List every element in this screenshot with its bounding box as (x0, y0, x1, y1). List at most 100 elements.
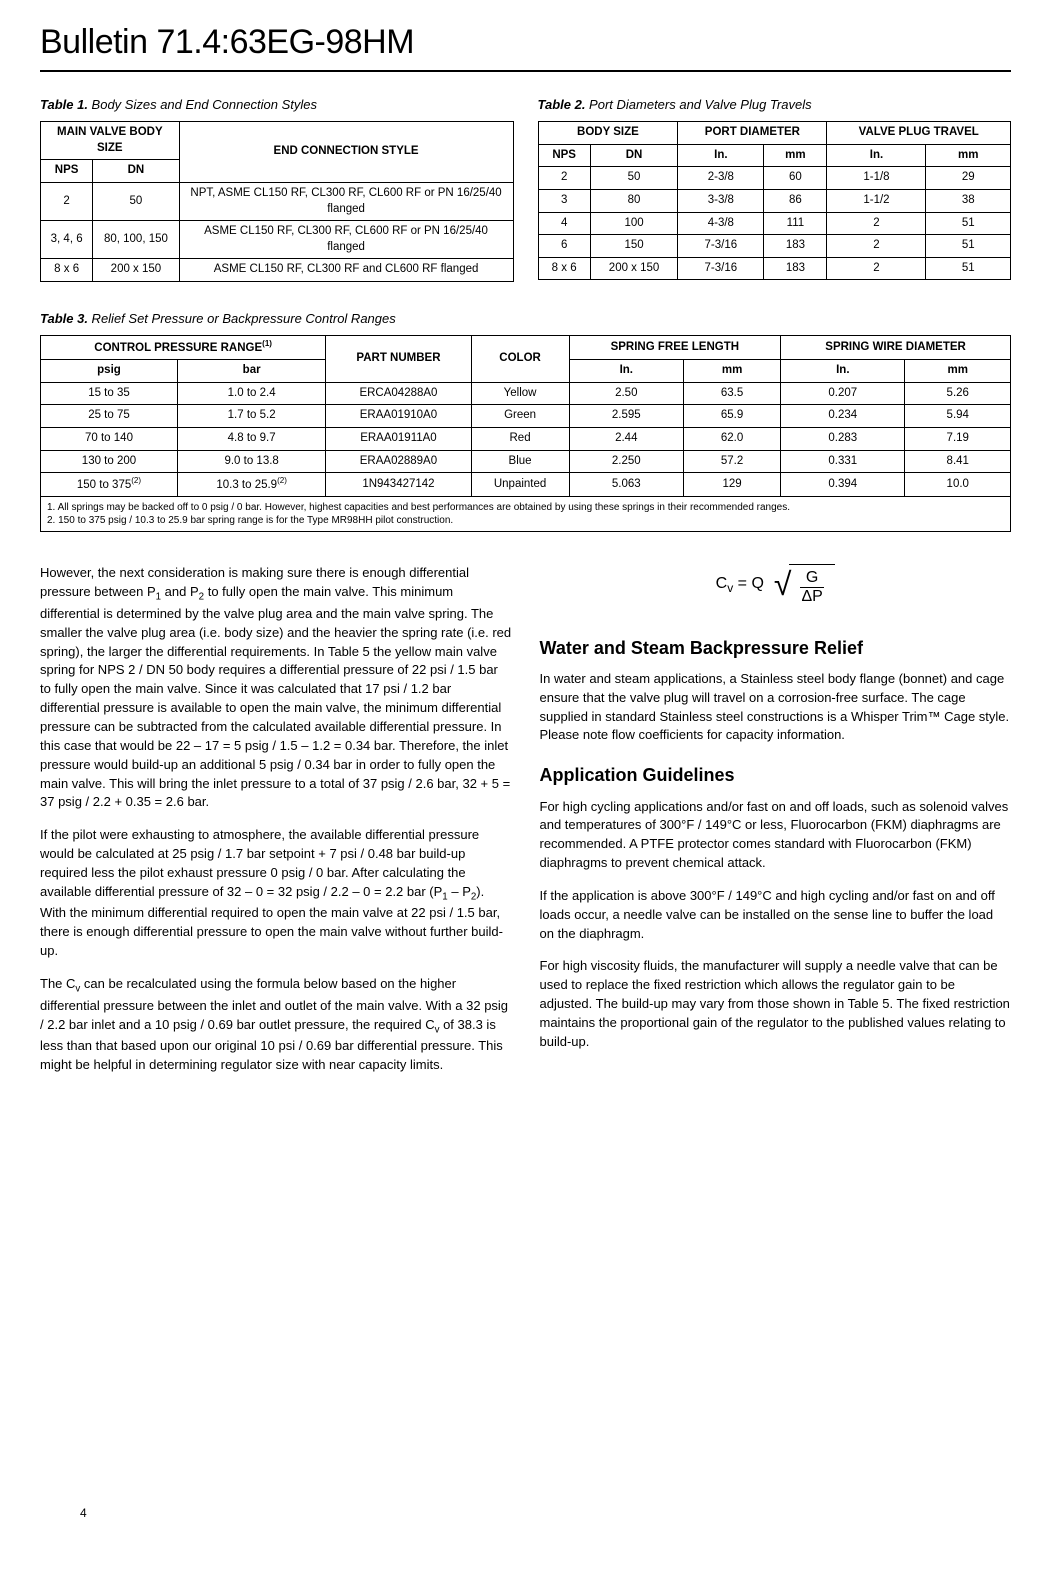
formula-lhs: Cv = Q (716, 573, 764, 596)
fraction-den: ΔP (795, 588, 828, 606)
table1-caption: Table 1. Body Sizes and End Connection S… (40, 96, 514, 114)
table-row: 3, 4, 6 80, 100, 150 ASME CL150 RF, CL30… (41, 221, 514, 259)
cell: 50 (590, 167, 678, 190)
body-water: In water and steam applications, a Stain… (540, 670, 1012, 745)
cell: 10.0 (905, 473, 1011, 497)
body-app-2: If the application is above 300°F / 149°… (540, 887, 1012, 944)
table3-footnote-row: 1. All springs may be backed off to 0 ps… (41, 497, 1011, 532)
table-row: 8 x 6 200 x 150 ASME CL150 RF, CL300 RF … (41, 259, 514, 282)
table2-caption-label: Table 2. (538, 97, 586, 112)
body-p2: If the pilot were exhausting to atmosphe… (40, 826, 512, 961)
cell: 183 (764, 257, 827, 280)
cell: 2.50 (569, 382, 684, 405)
cell: 0.394 (781, 473, 905, 497)
cell: 7.19 (905, 428, 1011, 451)
cell: 80 (590, 189, 678, 212)
cell: 0.207 (781, 382, 905, 405)
table2-header-nps: NPS (538, 144, 590, 167)
cell: 5.94 (905, 405, 1011, 428)
cell: 10.3 to 25.9(2) (177, 473, 325, 497)
body-p3: The Cv can be recalculated using the for… (40, 975, 512, 1075)
fraction: G ΔP (795, 569, 828, 605)
cell: 2 (41, 182, 93, 220)
cell: 4-3/8 (678, 212, 764, 235)
cv-formula: Cv = Q √ G ΔP (540, 564, 1012, 605)
cell: 200 x 150 (590, 257, 678, 280)
sqrt-icon: √ G ΔP (774, 564, 835, 605)
table-row: 15 to 351.0 to 2.4ERCA04288A0Yellow2.506… (41, 382, 1011, 405)
table-row: 130 to 2009.0 to 13.8ERAA02889A0Blue2.25… (41, 450, 1011, 473)
table3: CONTROL PRESSURE RANGE(1) PART NUMBER CO… (40, 335, 1011, 532)
table-row: 41004-3/8111251 (538, 212, 1011, 235)
cell: 63.5 (684, 382, 781, 405)
cell: ASME CL150 RF, CL300 RF, CL600 RF or PN … (179, 221, 513, 259)
cell: ASME CL150 RF, CL300 RF and CL600 RF fla… (179, 259, 513, 282)
table3-caption-label: Table 3. (40, 311, 88, 326)
cell: 80, 100, 150 (93, 221, 179, 259)
footnote-2: 2. 150 to 375 psig / 10.3 to 25.9 bar sp… (47, 515, 453, 526)
table-row: 61507-3/16183251 (538, 235, 1011, 258)
table3-header-in2: In. (781, 360, 905, 383)
cell: 2 (827, 212, 926, 235)
table2-header-body: BODY SIZE (538, 122, 678, 145)
table-row: 150 to 375(2) 10.3 to 25.9(2) 1N94342714… (41, 473, 1011, 497)
body-app-1: For high cycling applications and/or fas… (540, 798, 1012, 873)
body-p1: However, the next consideration is makin… (40, 564, 512, 812)
cell: 60 (764, 167, 827, 190)
table3-header-mm2: mm (905, 360, 1011, 383)
table1: MAIN VALVE BODY SIZE END CONNECTION STYL… (40, 121, 514, 281)
cell: 15 to 35 (41, 382, 178, 405)
body-app-3: For high viscosity fluids, the manufactu… (540, 957, 1012, 1051)
table1-header-end: END CONNECTION STYLE (179, 122, 513, 183)
cell: 129 (684, 473, 781, 497)
cell: 150 to 375(2) (41, 473, 178, 497)
table3-header-wire: SPRING WIRE DIAMETER (781, 336, 1011, 360)
table3-header-part: PART NUMBER (326, 336, 471, 383)
cell: 1N943427142 (326, 473, 471, 497)
cell: 29 (926, 167, 1011, 190)
cell: 9.0 to 13.8 (177, 450, 325, 473)
cell: 1.0 to 2.4 (177, 382, 325, 405)
cell: 51 (926, 257, 1011, 280)
cell: ERAA02889A0 (326, 450, 471, 473)
cell: 0.283 (781, 428, 905, 451)
cell: 100 (590, 212, 678, 235)
table-row: 2 50 NPT, ASME CL150 RF, CL300 RF, CL600… (41, 182, 514, 220)
cell: 111 (764, 212, 827, 235)
cell: 50 (93, 182, 179, 220)
cell: 2.250 (569, 450, 684, 473)
table3-header-control: CONTROL PRESSURE RANGE(1) (41, 336, 326, 360)
table1-header-dn: DN (93, 160, 179, 183)
table3-header-mm: mm (684, 360, 781, 383)
table-row: 25 to 751.7 to 5.2ERAA01910A0Green2.5956… (41, 405, 1011, 428)
cell: 200 x 150 (93, 259, 179, 282)
footnote-1: 1. All springs may be backed off to 0 ps… (47, 502, 790, 513)
table-row: 3803-3/8861-1/238 (538, 189, 1011, 212)
cell: 6 (538, 235, 590, 258)
cell: 5.26 (905, 382, 1011, 405)
table2-header-mm2: mm (926, 144, 1011, 167)
table1-header-nps: NPS (41, 160, 93, 183)
cell: 57.2 (684, 450, 781, 473)
cell: 7-3/16 (678, 257, 764, 280)
cell: Blue (471, 450, 569, 473)
cell: 0.331 (781, 450, 905, 473)
cell: NPT, ASME CL150 RF, CL300 RF, CL600 RF o… (179, 182, 513, 220)
fraction-num: G (800, 569, 824, 588)
table2-header-in: In. (678, 144, 764, 167)
table1-wrapper: Table 1. Body Sizes and End Connection S… (40, 96, 514, 282)
table3-caption-desc: Relief Set Pressure or Backpressure Cont… (88, 311, 396, 326)
cell: 5.063 (569, 473, 684, 497)
radical-sign: √ (774, 568, 792, 609)
table3-header-free: SPRING FREE LENGTH (569, 336, 781, 360)
cell: 70 to 140 (41, 428, 178, 451)
cell: 51 (926, 212, 1011, 235)
cell: ERCA04288A0 (326, 382, 471, 405)
left-column: However, the next consideration is makin… (40, 564, 512, 1089)
table2-wrapper: Table 2. Port Diameters and Valve Plug T… (538, 96, 1012, 282)
table3-footnotes: 1. All springs may be backed off to 0 ps… (41, 497, 1011, 532)
cell: 130 to 200 (41, 450, 178, 473)
cell: 183 (764, 235, 827, 258)
cell: 1.7 to 5.2 (177, 405, 325, 428)
right-column: Cv = Q √ G ΔP Water and Steam Backpressu… (540, 564, 1012, 1089)
